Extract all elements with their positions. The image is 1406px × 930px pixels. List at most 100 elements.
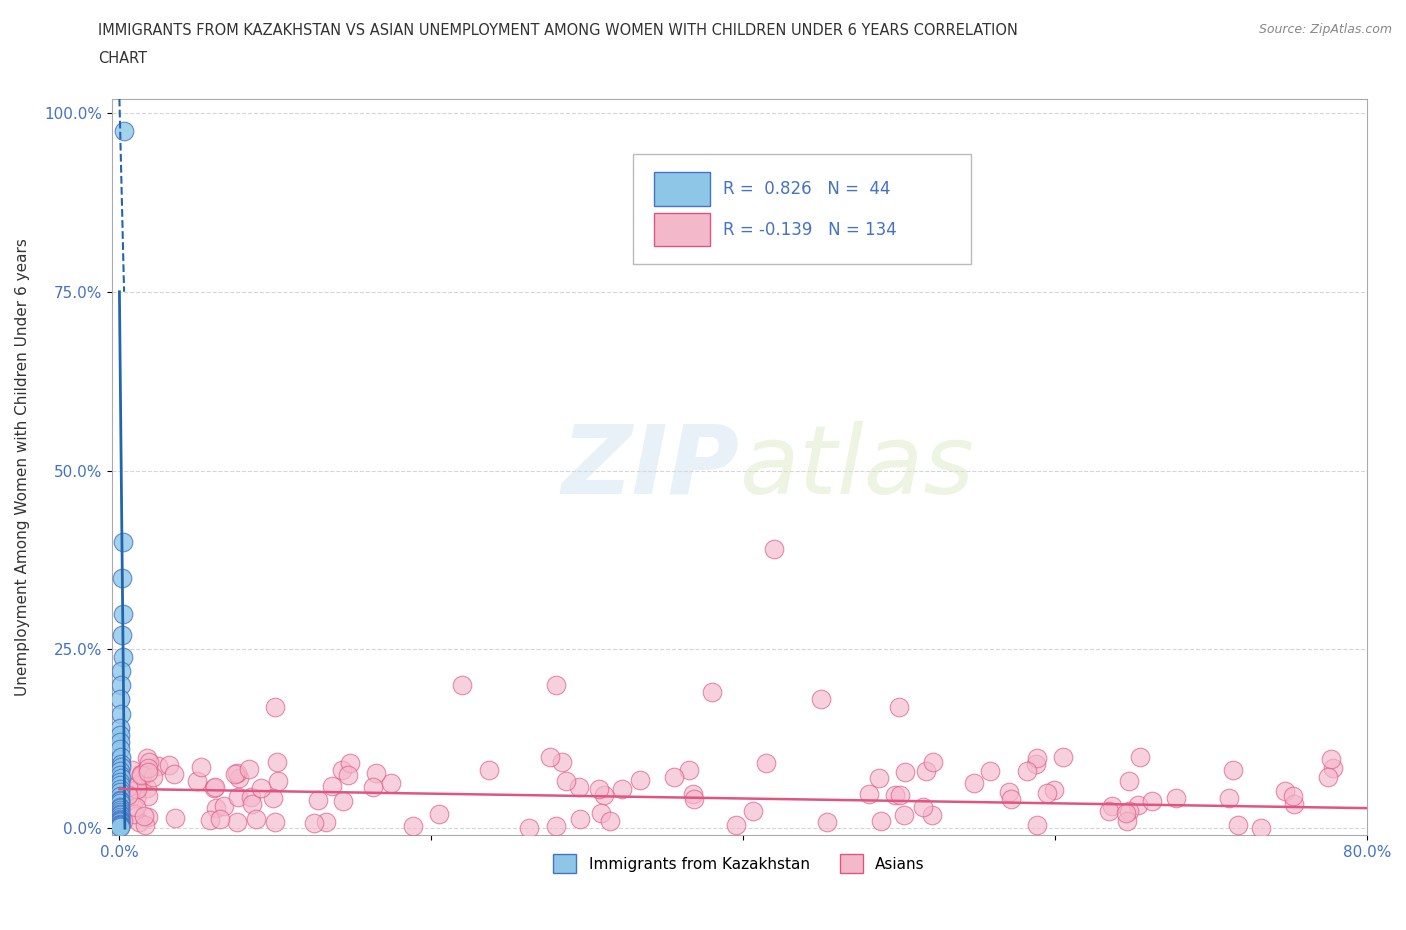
Point [118, 792, 141, 807]
Point [263, 815, 285, 830]
Point [1000, 791, 1022, 806]
Point [205, 800, 228, 815]
Point [894, 764, 917, 779]
Point [538, 750, 561, 764]
Point [725, 817, 748, 832]
Point [136, 780, 159, 795]
Point [108, 817, 131, 832]
Point [683, 791, 706, 806]
Point [884, 788, 907, 803]
Point [136, 761, 159, 776]
Point [108, 793, 131, 808]
Point [1025, 757, 1047, 772]
Point [1025, 817, 1047, 832]
Point [108, 803, 131, 817]
Point [478, 763, 501, 777]
Point [163, 767, 186, 782]
Point [1115, 814, 1137, 829]
Point [238, 762, 260, 777]
Point [868, 771, 890, 786]
Point [108, 799, 131, 814]
Point [963, 776, 986, 790]
Text: IMMIGRANTS FROM KAZAKHSTAN VS ASIAN UNEMPLOYMENT AMONG WOMEN WITH CHILDREN UNDER: IMMIGRANTS FROM KAZAKHSTAN VS ASIAN UNEM… [98, 23, 1018, 38]
Point [1118, 804, 1140, 818]
Point [1126, 798, 1149, 813]
Point [569, 812, 592, 827]
Point [112, 814, 135, 829]
Point [245, 812, 267, 827]
Point [427, 806, 450, 821]
Point [568, 779, 591, 794]
Point [111, 649, 134, 664]
Point [112, 124, 135, 139]
Point [1115, 805, 1137, 820]
Point [128, 815, 150, 830]
Point [112, 535, 135, 550]
Point [108, 801, 131, 816]
Point [225, 766, 247, 781]
Point [741, 804, 763, 818]
Point [307, 792, 329, 807]
Point [893, 807, 915, 822]
Point [129, 767, 152, 782]
Point [250, 780, 273, 795]
Point [815, 814, 838, 829]
Point [763, 542, 786, 557]
Point [1052, 750, 1074, 764]
Point [138, 754, 160, 769]
Point [108, 817, 131, 831]
Point [1322, 760, 1344, 775]
Point [108, 812, 131, 827]
Point [110, 663, 132, 678]
Point [110, 789, 132, 804]
Point [593, 788, 616, 803]
Point [125, 800, 148, 815]
Point [202, 780, 225, 795]
Point [267, 773, 290, 788]
Point [700, 684, 723, 699]
Legend: Immigrants from Kazakhstan, Asians: Immigrants from Kazakhstan, Asians [547, 848, 931, 879]
Point [108, 805, 131, 820]
Point [163, 811, 186, 826]
Point [1036, 786, 1059, 801]
Point [1101, 798, 1123, 813]
Point [204, 779, 226, 794]
Point [226, 790, 249, 804]
Point [364, 765, 387, 780]
Point [332, 793, 354, 808]
Point [1317, 769, 1340, 784]
Point [136, 764, 159, 779]
Point [190, 759, 212, 774]
Text: Source: ZipAtlas.com: Source: ZipAtlas.com [1258, 23, 1392, 36]
Point [1274, 784, 1296, 799]
Point [121, 763, 143, 777]
Point [146, 759, 169, 774]
Point [1250, 820, 1272, 835]
Point [266, 754, 288, 769]
Point [262, 790, 284, 805]
Point [678, 763, 700, 777]
Point [110, 721, 132, 736]
Point [228, 771, 250, 786]
Point [1042, 782, 1064, 797]
Point [142, 770, 165, 785]
Point [858, 787, 880, 802]
Point [1227, 817, 1250, 832]
Point [588, 781, 610, 796]
Point [226, 815, 249, 830]
FancyBboxPatch shape [633, 154, 972, 264]
Point [124, 790, 146, 805]
Point [132, 809, 155, 824]
Point [546, 818, 568, 833]
Point [998, 785, 1021, 800]
Point [239, 790, 262, 804]
Point [108, 692, 131, 707]
Point [110, 728, 132, 743]
Point [921, 808, 943, 823]
Point [339, 756, 361, 771]
Point [110, 756, 132, 771]
Point [110, 771, 132, 786]
Point [887, 699, 910, 714]
Point [108, 811, 131, 826]
Point [1218, 790, 1240, 805]
